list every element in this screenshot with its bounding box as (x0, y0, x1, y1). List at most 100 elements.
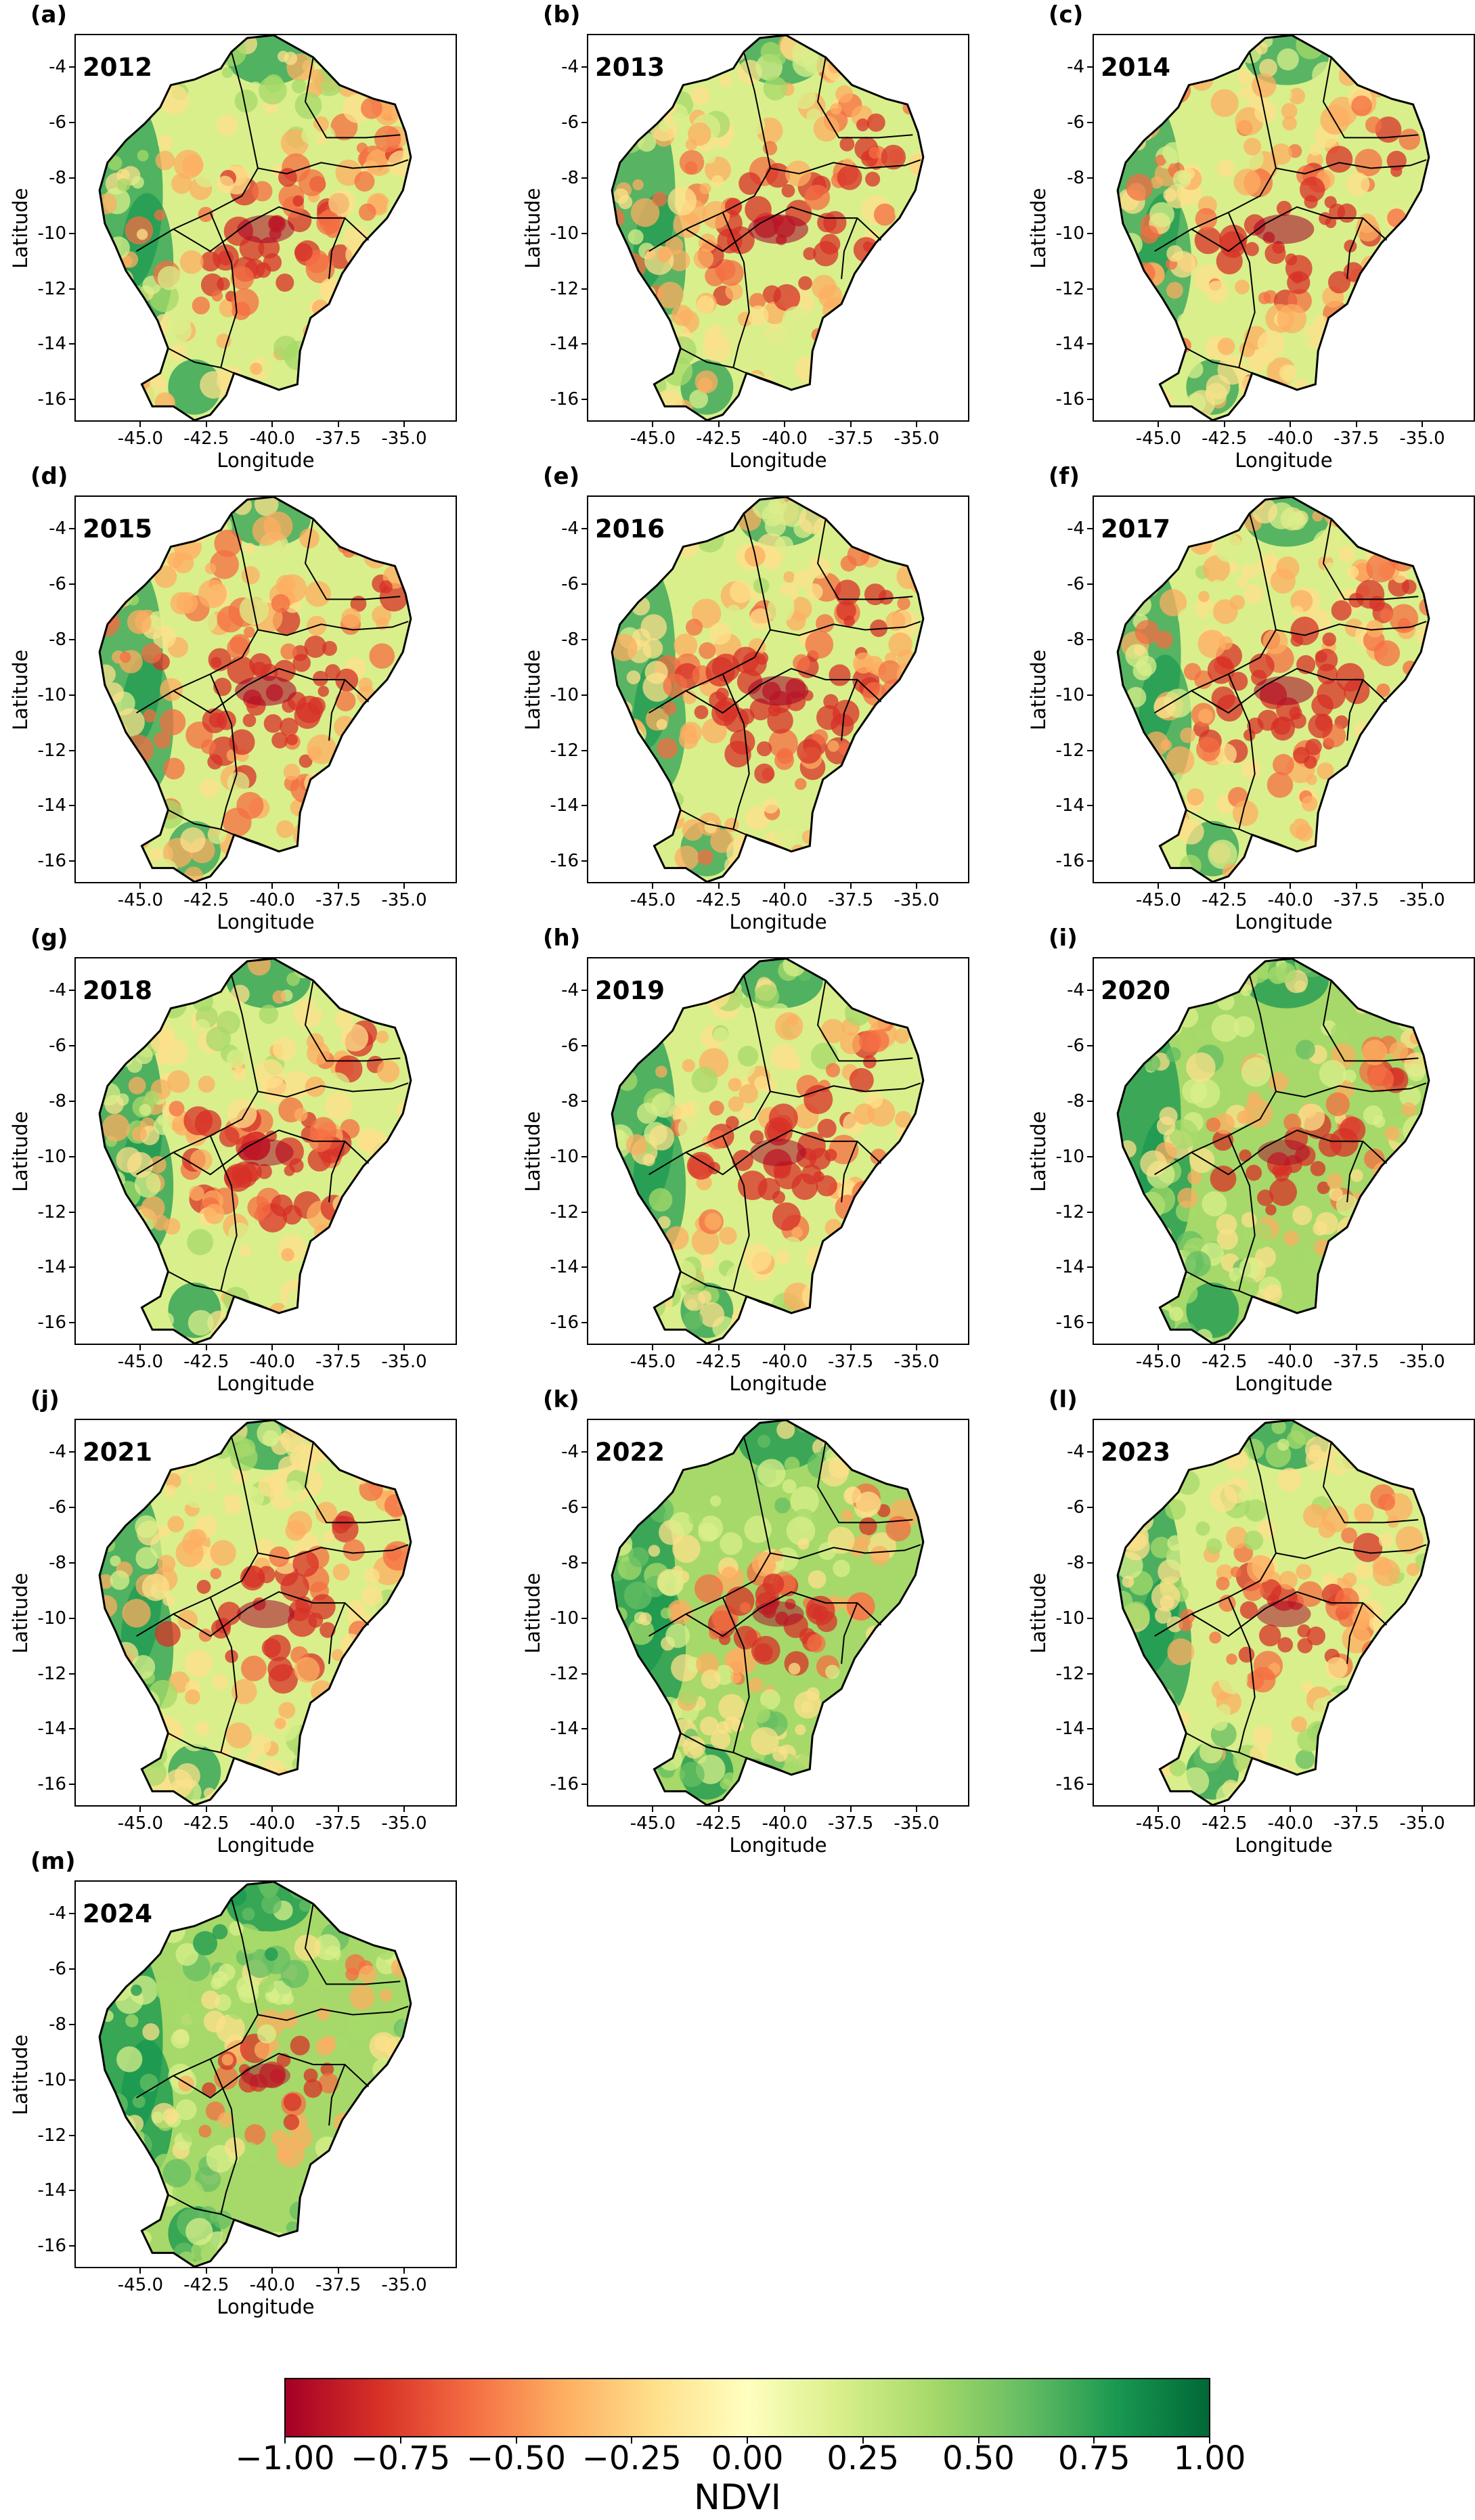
ndvi-cell (1329, 378, 1344, 392)
x-tick-mark (271, 1345, 273, 1350)
ndvi-cell (891, 1470, 906, 1486)
ndvi-cell (718, 260, 744, 286)
ndvi-cell (348, 2013, 374, 2039)
ndvi-cell (1395, 324, 1418, 348)
ndvi-cell (1227, 562, 1239, 573)
ndvi-cell (1239, 1149, 1252, 1162)
ndvi-cell (258, 76, 287, 105)
ndvi-cell (1410, 389, 1423, 401)
ndvi-cell (1355, 148, 1382, 177)
ndvi-cell (347, 1599, 366, 1618)
ndvi-cell (1404, 775, 1429, 805)
ndvi-cell (263, 253, 282, 272)
ndvi-cell (211, 290, 223, 302)
colorbar-tick-mark (747, 2437, 748, 2444)
ndvi-cell (1197, 973, 1210, 986)
ndvi-cell (805, 630, 834, 659)
map-frame (1093, 957, 1475, 1345)
ndvi-cell (395, 731, 411, 757)
y-tick-mark (69, 288, 74, 290)
ndvi-cell (1168, 551, 1182, 565)
ndvi-cell (795, 778, 807, 790)
ndvi-cell (287, 1511, 313, 1536)
ndvi-cell (387, 257, 403, 273)
ndvi-cell (214, 529, 242, 558)
x-tick-mark (652, 883, 654, 889)
ndvi-cell (721, 1566, 738, 1583)
ndvi-cell (124, 1261, 136, 1273)
ndvi-cell (1267, 772, 1294, 798)
ndvi-cell (262, 359, 278, 376)
x-tick-mark (271, 422, 273, 427)
ndvi-cell (732, 646, 759, 673)
y-tick-label: -8 (561, 167, 579, 188)
ndvi-cell (372, 769, 397, 794)
x-tick-mark (139, 1807, 141, 1812)
y-tick-label: -12 (37, 2125, 66, 2146)
ndvi-cell (343, 1539, 366, 1562)
ndvi-cell (1331, 600, 1352, 621)
ndvi-cell (816, 1175, 837, 1197)
ndvi-cell (639, 824, 661, 845)
ndvi-cell (316, 211, 340, 236)
ndvi-cell (1131, 1486, 1153, 1509)
ndvi-cell (213, 2210, 232, 2230)
y-axis-label: Latitude (521, 187, 544, 269)
ndvi-cell (258, 1930, 275, 1947)
ndvi-cell (1389, 737, 1417, 765)
ndvi-cell (386, 2215, 411, 2245)
ndvi-cell (354, 961, 374, 981)
ndvi-cell (733, 1625, 757, 1650)
ndvi-cell (361, 1130, 388, 1157)
y-tick-mark (581, 1100, 587, 1102)
ndvi-cell (875, 1000, 896, 1020)
ndvi-cell (906, 1629, 923, 1647)
x-tick-mark (1223, 422, 1225, 427)
ndvi-cell (699, 183, 711, 195)
ndvi-cell (1403, 825, 1422, 843)
ndvi-cell (663, 673, 688, 698)
ndvi-cell (361, 357, 390, 386)
ndvi-cell (272, 990, 286, 1004)
ndvi-cell (798, 506, 827, 534)
ndvi-cell (100, 2108, 126, 2134)
ndvi-cell (816, 1610, 837, 1633)
panel-letter: (m) (30, 1848, 76, 1875)
ndvi-cell (897, 531, 913, 548)
ndvi-cell (674, 845, 699, 870)
ndvi-cell (1381, 1707, 1394, 1721)
ndvi-cell (1243, 1099, 1273, 1128)
ndvi-cell (868, 526, 890, 548)
ndvi-cell (1373, 508, 1385, 521)
state-border (328, 2064, 346, 2126)
x-tick-mark (652, 422, 654, 427)
ndvi-cell (869, 332, 891, 354)
colorbar-tick-mark (631, 2437, 633, 2444)
ndvi-cell (770, 1043, 797, 1070)
x-tick-mark (205, 1345, 207, 1350)
map-frame (1093, 1419, 1475, 1807)
ndvi-cell (891, 1420, 917, 1444)
ndvi-cell (254, 2040, 273, 2059)
ndvi-cell (1269, 1072, 1289, 1092)
y-axis-label: Latitude (9, 1572, 32, 1654)
ndvi-cell (1416, 1710, 1429, 1740)
ndvi-cell (379, 1989, 393, 2002)
ndvi-cell (1277, 48, 1299, 70)
state-border (1191, 206, 1388, 252)
y-tick-mark (69, 1211, 74, 1213)
ndvi-cell (378, 2083, 407, 2113)
ndvi-cell (401, 328, 411, 347)
ndvi-cell (281, 1248, 294, 1262)
ndvi-cell (1400, 1178, 1417, 1195)
ndvi-cell (1340, 1719, 1363, 1743)
ndvi-cell (218, 2112, 234, 2127)
state-border (722, 1597, 750, 1753)
ndvi-cell (116, 804, 145, 833)
ndvi-cell (849, 1067, 874, 1092)
ndvi-map (98, 1420, 412, 1805)
ndvi-cell (356, 2170, 378, 2193)
year-label: 2013 (595, 53, 665, 82)
ndvi-cell (671, 112, 685, 127)
ndvi-cell (1367, 858, 1392, 882)
